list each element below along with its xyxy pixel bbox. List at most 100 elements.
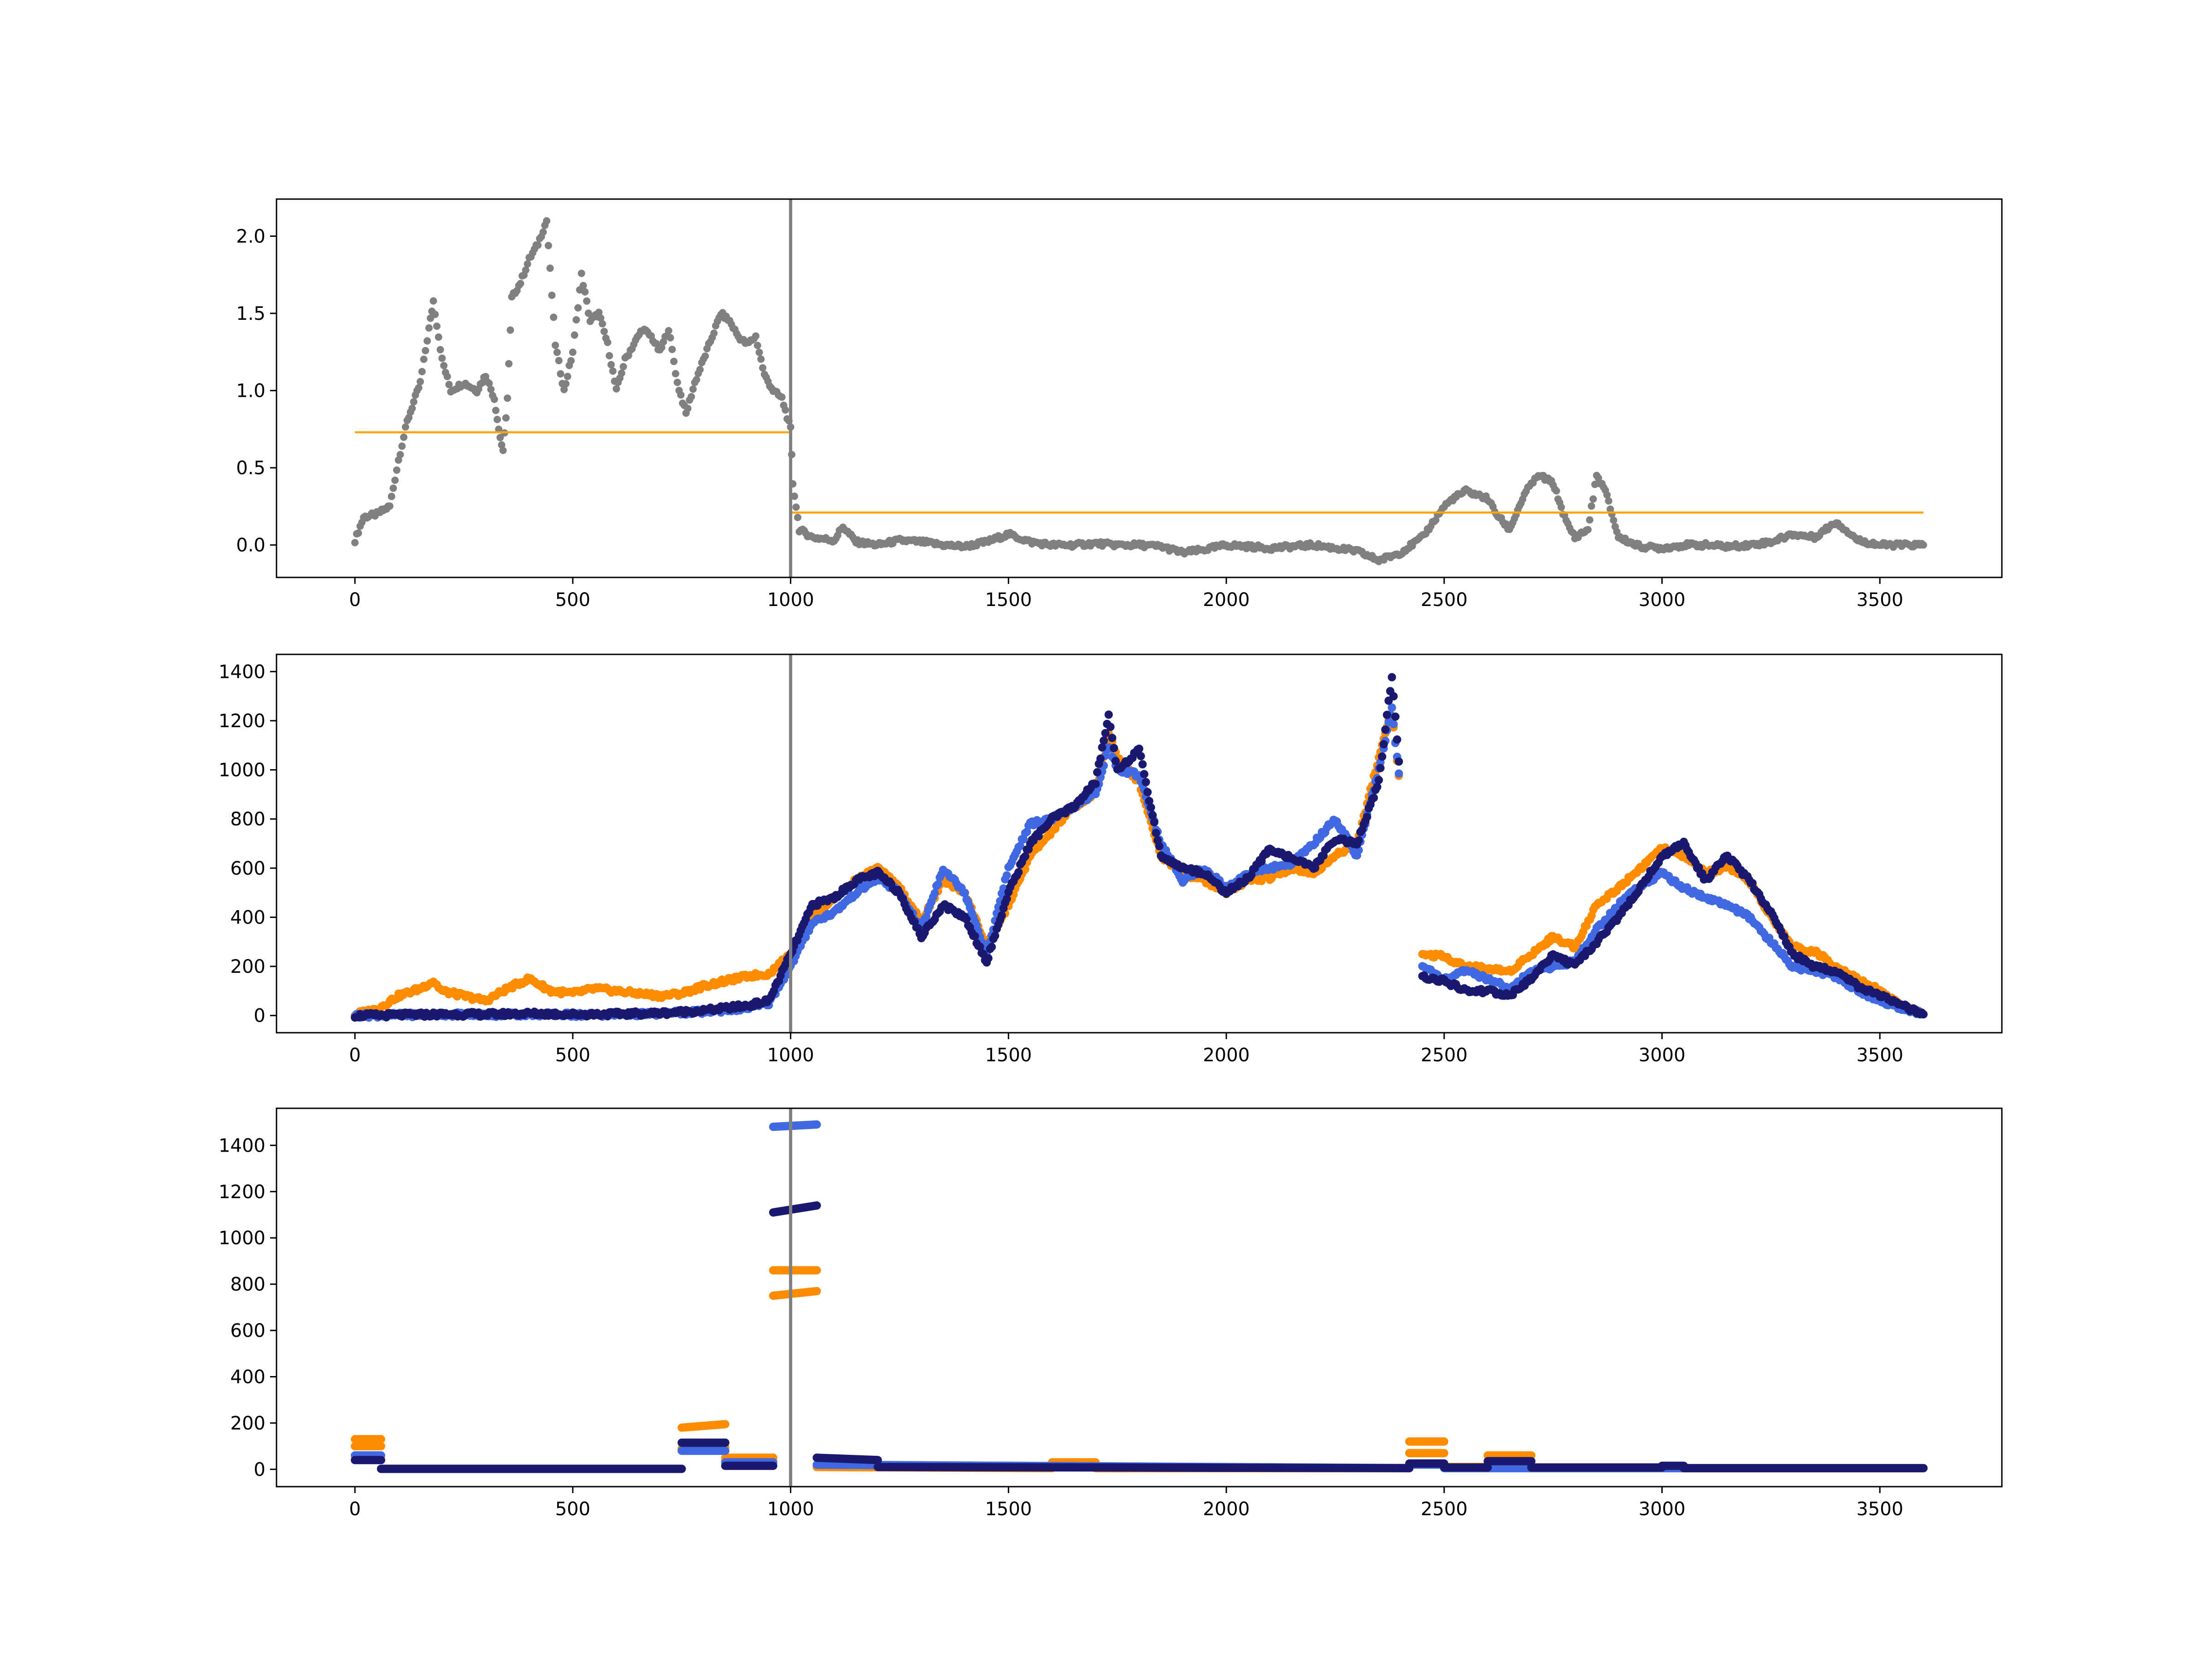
y-tick-label: 1200 [218, 711, 265, 732]
data-point [997, 911, 1006, 920]
x-tick-label: 3500 [1856, 1499, 1903, 1520]
data-point [562, 380, 570, 388]
data-point [534, 241, 542, 249]
data-point [498, 441, 506, 449]
data-point [658, 344, 665, 351]
data-point [502, 414, 510, 422]
y-tick-label: 600 [230, 1320, 265, 1341]
data-point [569, 348, 577, 356]
data-point [1388, 703, 1396, 712]
data-point [599, 320, 606, 328]
data-point [396, 451, 404, 459]
data-point [354, 529, 362, 537]
top-panel: 0 500 1000 1500 2000 2500 3000 3500 0.0 0.5 1.0 1.5… [236, 198, 2003, 611]
data-point [546, 265, 554, 272]
y-tick-label: 1400 [218, 661, 265, 682]
data-point [1106, 723, 1115, 731]
data-point [1091, 780, 1100, 788]
data-point [609, 367, 617, 375]
data-point [1108, 734, 1117, 742]
data-point [619, 363, 627, 371]
data-point [792, 503, 800, 511]
data-point [960, 888, 969, 897]
data-point [431, 311, 439, 318]
plot-area [351, 654, 1928, 1033]
x-tick-label: 0 [349, 1499, 360, 1520]
data-point [653, 340, 660, 347]
x-tick-label: 1000 [767, 1499, 814, 1520]
step-segment [873, 1463, 1414, 1472]
data-point [415, 384, 423, 392]
x-tick-label: 3500 [1856, 589, 1903, 611]
data-point [496, 434, 504, 441]
data-point [934, 880, 942, 888]
x-tick-label: 1000 [767, 1045, 814, 1066]
data-point [524, 260, 531, 268]
data-point [618, 369, 625, 377]
axes-frame [276, 198, 2003, 578]
data-point [1557, 503, 1565, 511]
data-point [778, 393, 786, 401]
data-point [1584, 526, 1592, 534]
data-point [410, 398, 418, 406]
data-point [1610, 517, 1618, 524]
data-point [1378, 752, 1387, 761]
data-point [673, 378, 681, 386]
x-tick-label: 0 [349, 1045, 360, 1066]
plot-area [351, 199, 1927, 577]
y-tick-label: 0.0 [236, 535, 265, 556]
y-tick-label: 0 [254, 1459, 265, 1480]
data-point [1370, 794, 1378, 802]
data-point [597, 314, 605, 322]
data-point [495, 425, 503, 433]
y-tick-label: 600 [230, 858, 265, 879]
data-point [548, 291, 556, 299]
gray-series [351, 217, 1927, 565]
data-point [684, 405, 692, 412]
data-point [666, 334, 674, 341]
data-point [1093, 768, 1101, 777]
x-tick-label: 3000 [1639, 589, 1686, 611]
data-point [485, 379, 493, 387]
data-point [1389, 720, 1398, 729]
data-point [1373, 782, 1382, 791]
data-point [351, 539, 359, 547]
data-point [753, 341, 761, 349]
data-point [420, 355, 428, 363]
data-point [1588, 502, 1595, 510]
data-point [1016, 841, 1024, 850]
data-point [1382, 711, 1391, 719]
data-point [408, 405, 416, 412]
x-tick-label: 1500 [985, 589, 1032, 611]
data-point [567, 357, 575, 365]
data-point [386, 502, 394, 510]
data-point [571, 331, 578, 339]
data-point [429, 297, 437, 305]
x-tick-label: 3500 [1856, 1045, 1903, 1066]
data-point [417, 378, 424, 386]
data-point [1376, 764, 1385, 772]
data-point [672, 370, 679, 377]
data-point [543, 217, 551, 225]
data-point [1594, 474, 1602, 482]
data-point [1389, 692, 1398, 700]
data-point [595, 308, 603, 316]
data-point [677, 391, 685, 399]
x-tick-label: 500 [555, 589, 590, 611]
step-segment [769, 1287, 821, 1300]
data-point [391, 477, 399, 484]
data-point [757, 355, 765, 363]
data-point [1155, 842, 1164, 851]
data-point [425, 324, 433, 332]
data-point [388, 493, 395, 500]
x-tick-label: 2000 [1203, 1499, 1250, 1520]
data-point [492, 406, 500, 414]
data-point [389, 484, 397, 492]
x-tick-label: 1500 [985, 1499, 1032, 1520]
data-point [1375, 776, 1383, 784]
data-point [522, 266, 529, 274]
data-point [668, 346, 676, 353]
data-point [1104, 710, 1113, 719]
data-point [670, 358, 678, 365]
